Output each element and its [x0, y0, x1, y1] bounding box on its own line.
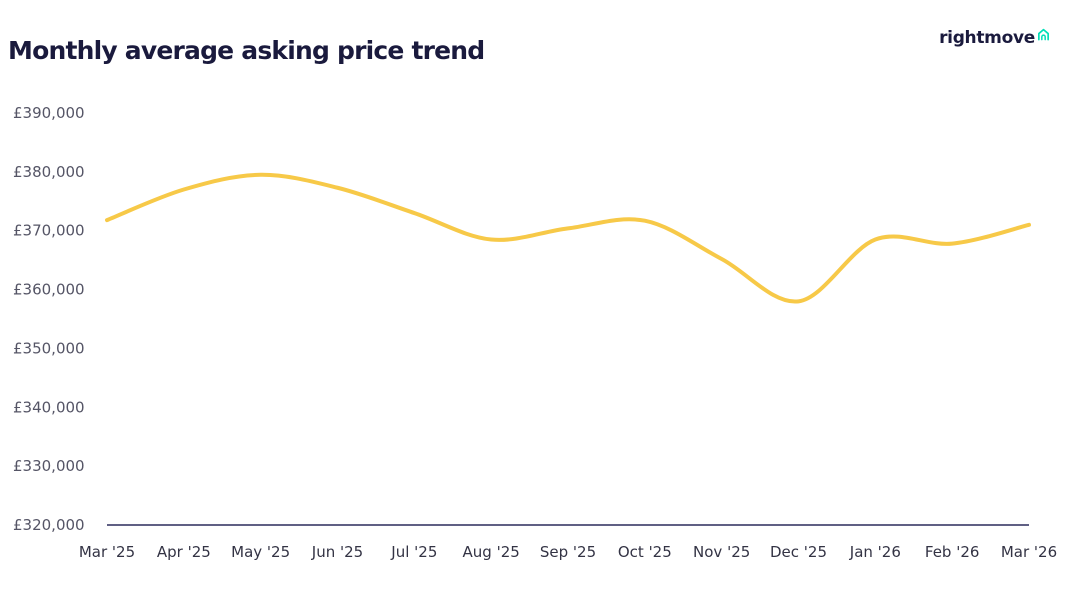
house-outline-icon [1038, 28, 1049, 41]
x-tick-label: Feb '26 [925, 543, 980, 561]
y-tick-label: £320,000 [13, 516, 85, 534]
x-tick-label: Sep '25 [540, 543, 596, 561]
x-tick-label: Dec '25 [770, 543, 827, 561]
y-tick-label: £350,000 [13, 339, 85, 357]
x-tick-label: Aug '25 [463, 543, 520, 561]
x-tick-label: Nov '25 [693, 543, 750, 561]
x-tick-label: Mar '26 [1001, 543, 1057, 561]
x-tick-label: Apr '25 [157, 543, 211, 561]
data-point [259, 173, 263, 177]
series-line [105, 172, 1031, 304]
x-tick-label: May '25 [231, 543, 290, 561]
y-tick-label: £380,000 [13, 163, 85, 181]
x-tick-label: Jan '26 [849, 543, 901, 561]
y-tick-label: £360,000 [13, 281, 85, 299]
data-point [105, 218, 109, 222]
chart-title: Monthly average asking price trend [8, 36, 485, 65]
y-tick-label: £330,000 [13, 457, 85, 475]
data-point [950, 242, 954, 246]
data-point [336, 186, 340, 190]
data-point [1027, 223, 1031, 227]
data-point [643, 219, 647, 223]
x-tick-label: Oct '25 [618, 543, 672, 561]
data-point [720, 257, 724, 261]
rightmove-logo[interactable]: rightmove [939, 27, 1050, 49]
data-point [412, 211, 416, 215]
x-tick-label: Jun '25 [311, 543, 363, 561]
x-tick-label: Jul '25 [390, 543, 437, 561]
x-tick-label: Mar '25 [79, 543, 135, 561]
data-point [873, 238, 877, 242]
data-point [797, 299, 801, 303]
data-point [566, 226, 570, 230]
logo-text: rightmove [939, 28, 1035, 48]
y-tick-label: £340,000 [13, 398, 85, 416]
data-point [182, 188, 186, 192]
data-point [489, 238, 493, 242]
y-tick-label: £390,000 [13, 104, 85, 122]
y-tick-label: £370,000 [13, 222, 85, 240]
